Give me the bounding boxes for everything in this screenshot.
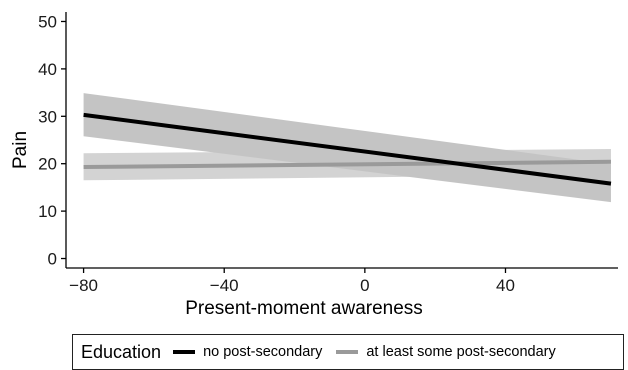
regression-lines [83, 112, 612, 186]
line-no-post-secondary [83, 112, 612, 186]
legend-item-some-post-secondary: at least some post-secondary [336, 344, 556, 360]
legend-item-no-post-secondary: no post-secondary [173, 344, 322, 360]
chart: 0 10 20 30 40 50 −80 −40 0 40 Present-moment awa… [10, 12, 618, 319]
legend-key-some-post-secondary [336, 350, 359, 354]
y-axis-title: Pain [10, 131, 31, 169]
x-tick-label: 40 [496, 276, 515, 295]
y-axis-ticks: 0 10 20 30 40 50 [38, 12, 66, 269]
x-tick-label: 0 [360, 276, 369, 295]
line-some-post-secondary [83, 159, 611, 170]
y-tick-label: 0 [48, 250, 57, 269]
y-tick-label: 40 [38, 60, 57, 79]
legend-key-no-post-secondary [173, 350, 196, 354]
y-tick-label: 20 [38, 155, 57, 174]
x-tick-label: −40 [210, 276, 239, 295]
legend-title: Education [81, 341, 162, 362]
x-axis-title: Present-moment awareness [185, 298, 423, 319]
y-tick-label: 30 [38, 107, 57, 126]
legend: Education no post-secondary at least som… [72, 334, 624, 370]
x-axis-ticks: −80 −40 0 40 [69, 268, 515, 295]
legend-label-some-post-secondary: at least some post-secondary [366, 344, 556, 360]
legend-label-no-post-secondary: no post-secondary [203, 344, 323, 360]
y-tick-label: 50 [38, 12, 57, 31]
y-tick-label: 10 [38, 202, 57, 221]
x-tick-label: −80 [69, 276, 98, 295]
